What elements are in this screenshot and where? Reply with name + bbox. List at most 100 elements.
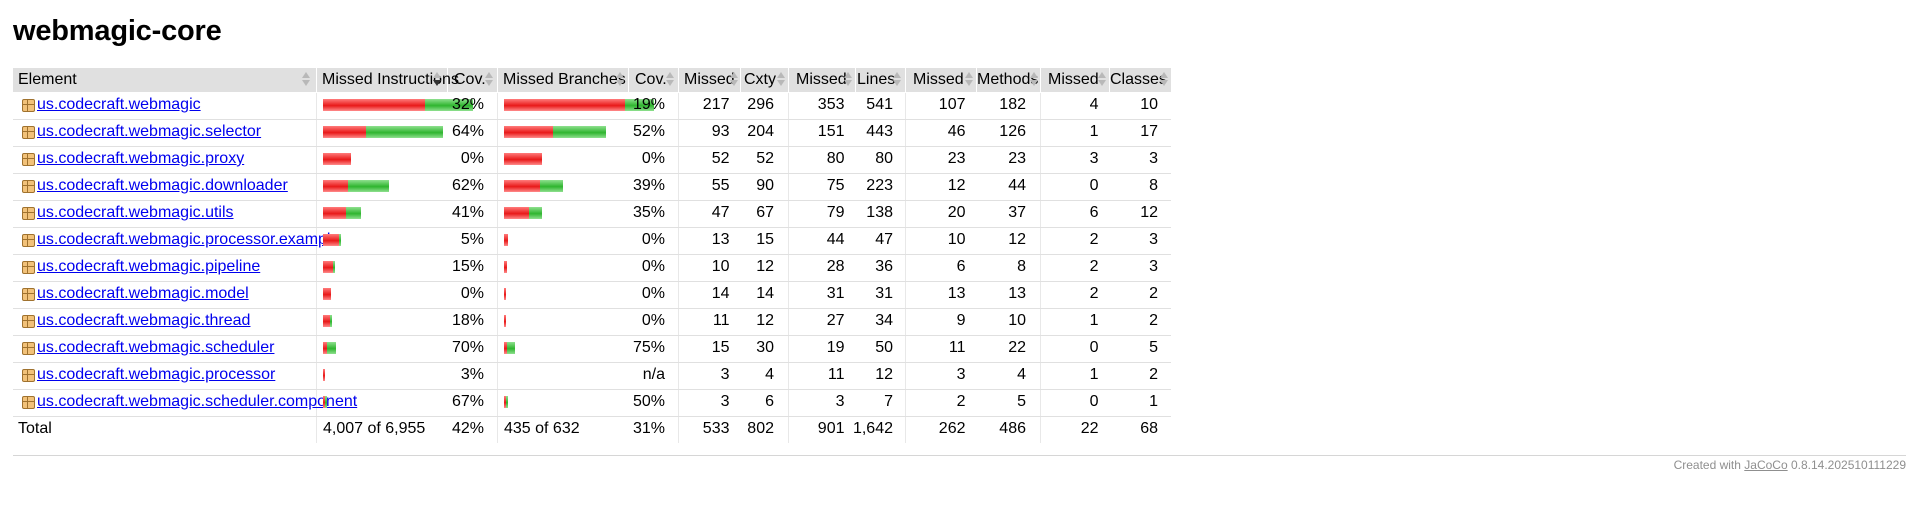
col-instr-cov-header[interactable]: Cov. [447, 68, 498, 93]
instr-cov-cell: 41% [447, 200, 498, 228]
missed-cxty-cell: 14 [678, 281, 741, 309]
total-missed-branches-cell: 435 of 632 [504, 420, 580, 437]
classes-cell: 2 [1109, 308, 1171, 336]
package-link[interactable]: us.codecraft.webmagic.processor [37, 366, 276, 383]
cxty-cell: 296 [740, 92, 789, 120]
package-link[interactable]: us.codecraft.webmagic [37, 96, 201, 113]
methods-cell: 8 [976, 254, 1041, 282]
branch-missed-bar [504, 126, 553, 138]
missed-classes-cell: 1 [1040, 308, 1110, 336]
col-classes-header[interactable]: Classes [1109, 68, 1171, 93]
package-icon [22, 369, 35, 382]
missed-methods-cell: 9 [905, 308, 977, 336]
missed-cxty-cell: 52 [678, 146, 741, 174]
package-link[interactable]: us.codecraft.webmagic.proxy [37, 150, 245, 167]
col-element-header[interactable]: Element [13, 68, 317, 93]
instr-covered-bar [346, 207, 361, 219]
package-link[interactable]: us.codecraft.webmagic.downloader [37, 177, 288, 194]
package-link[interactable]: us.codecraft.webmagic.model [37, 285, 249, 302]
table-row: us.codecraft.webmagic.scheduler.componen… [13, 389, 1171, 417]
missed-lines-cell: 11 [788, 362, 856, 390]
col-missed-branches-header[interactable]: Missed Branches [497, 68, 629, 93]
col-missed-methods-header[interactable]: Missed [905, 68, 977, 93]
missed-cxty-cell: 3 [678, 389, 741, 417]
col-missed-instructions-header[interactable]: Missed Instructions [316, 68, 459, 93]
footer-version: 0.8.14.202510111229 [1790, 458, 1906, 472]
package-link[interactable]: us.codecraft.webmagic.scheduler [37, 339, 275, 356]
cxty-cell: 12 [740, 308, 789, 336]
table-body: us.codecraft.webmagic 32% 19% 217 296 353 541 1… [13, 92, 1171, 417]
col-missed-classes-header[interactable]: Missed [1040, 68, 1110, 93]
missed-classes-cell: 1 [1040, 362, 1110, 390]
methods-cell: 5 [976, 389, 1041, 417]
lines-cell: 80 [855, 146, 906, 174]
total-missed-lines-cell: 901 [817, 420, 845, 437]
lines-cell: 138 [855, 200, 906, 228]
col-cxty-header[interactable]: Cxty [740, 68, 789, 93]
package-link[interactable]: us.codecraft.webmagic.utils [37, 204, 234, 221]
cxty-cell: 52 [740, 146, 789, 174]
footer-divider [13, 455, 1906, 456]
cxty-cell: 14 [740, 281, 789, 309]
missed-classes-cell: 4 [1040, 92, 1110, 120]
package-icon [22, 126, 35, 139]
col-missed-lines-header[interactable]: Missed [788, 68, 856, 93]
classes-cell: 1 [1109, 389, 1171, 417]
instr-missed-bar [323, 153, 351, 165]
classes-cell: 2 [1109, 362, 1171, 390]
missed-classes-cell: 1 [1040, 119, 1110, 147]
instr-covered-bar [333, 261, 335, 273]
package-link[interactable]: us.codecraft.webmagic.scheduler.componen… [37, 393, 358, 410]
classes-cell: 2 [1109, 281, 1171, 309]
table-row: us.codecraft.webmagic.selector 64% 52% 93 20… [13, 119, 1171, 147]
table-row: us.codecraft.webmagic.pipeline 15% 0% 10 12 2… [13, 254, 1171, 282]
sort-icon [1160, 72, 1169, 87]
table-row: us.codecraft.webmagic.utils 41% 35% 47 67 79 1… [13, 200, 1171, 228]
col-methods-header[interactable]: Methods [976, 68, 1041, 93]
missed-methods-cell: 6 [905, 254, 977, 282]
instr-cov-cell: 15% [447, 254, 498, 282]
instr-covered-bar [348, 180, 389, 192]
branch-missed-bar [504, 288, 506, 300]
total-row: Total 4,007 of 6,955 42% 435 of 632 31% … [13, 416, 1171, 443]
package-icon [22, 396, 35, 409]
total-branch-cov-cell: 31% [628, 416, 679, 443]
col-missed-cxty-header[interactable]: Missed [678, 68, 741, 93]
missed-methods-cell: 3 [905, 362, 977, 390]
instr-covered-bar [425, 99, 473, 111]
branch-cov-cell: 0% [628, 146, 679, 174]
package-icon [22, 261, 35, 274]
branch-cov-cell: 52% [628, 119, 679, 147]
col-branch-cov-header[interactable]: Cov. [628, 68, 679, 93]
instr-missed-bar [323, 207, 346, 219]
cxty-cell: 90 [740, 173, 789, 201]
branch-cov-cell: 0% [628, 308, 679, 336]
page-title: webmagic-core [13, 15, 222, 47]
total-instr-cov-cell: 42% [447, 416, 498, 443]
branch-cov-cell: 0% [628, 281, 679, 309]
missed-classes-cell: 6 [1040, 200, 1110, 228]
table-row: us.codecraft.webmagic.downloader 62% 39% 55… [13, 173, 1171, 201]
branch-covered-bar [529, 207, 542, 219]
branch-covered-bar [506, 396, 508, 408]
missed-classes-cell: 3 [1040, 146, 1110, 174]
branch-missed-bar [504, 180, 540, 192]
sort-icon [302, 72, 311, 87]
branch-bar-cell [497, 281, 629, 309]
table-footer: Total 4,007 of 6,955 42% 435 of 632 31% … [13, 416, 1171, 443]
package-link[interactable]: us.codecraft.webmagic.pipeline [37, 258, 261, 275]
footer-prefix: Created with [1673, 458, 1741, 472]
branch-missed-bar [504, 396, 506, 408]
branch-cov-cell: 35% [628, 200, 679, 228]
cxty-cell: 6 [740, 389, 789, 417]
instr-cov-cell: 67% [447, 389, 498, 417]
package-link[interactable]: us.codecraft.webmagic.selector [37, 123, 262, 140]
missed-lines-cell: 28 [788, 254, 856, 282]
table-row: us.codecraft.webmagic.scheduler 70% 75% 15 3… [13, 335, 1171, 363]
jacoco-link[interactable]: JaCoCo [1744, 458, 1788, 472]
package-link[interactable]: us.codecraft.webmagic.processor.example [37, 231, 340, 248]
instr-covered-bar [327, 342, 336, 354]
package-link[interactable]: us.codecraft.webmagic.thread [37, 312, 251, 329]
methods-cell: 4 [976, 362, 1041, 390]
col-lines-header[interactable]: Lines [855, 68, 906, 93]
